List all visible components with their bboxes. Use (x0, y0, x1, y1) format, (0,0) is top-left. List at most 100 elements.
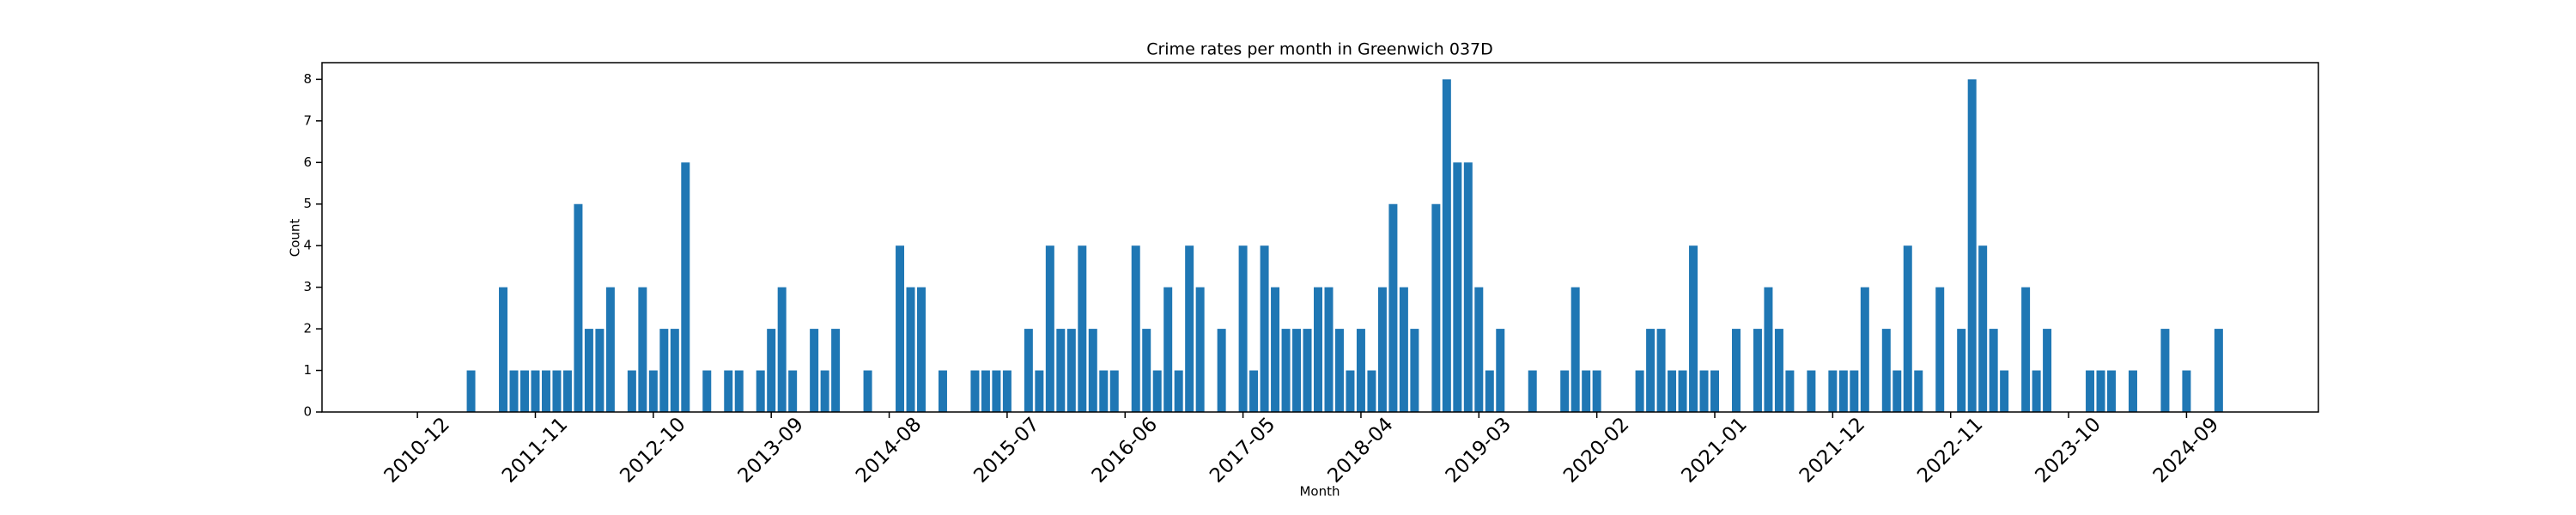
bar (1838, 370, 1848, 412)
bar (777, 287, 787, 412)
x-tick-label: 2019-03 (1442, 413, 1516, 487)
bar (702, 370, 712, 412)
y-tick-label: 2 (303, 321, 312, 336)
y-tick-label: 7 (303, 112, 312, 128)
bar (1163, 287, 1173, 412)
bar (552, 370, 562, 412)
bar (2214, 329, 2223, 412)
plot-frame (321, 62, 2319, 413)
x-tick-label: 2015-07 (969, 413, 1043, 487)
bar (627, 370, 636, 412)
bar (2128, 370, 2137, 412)
bar (595, 329, 605, 412)
y-tick-label: 1 (303, 362, 312, 378)
bar (2182, 370, 2191, 412)
bar (1099, 370, 1109, 412)
bar (820, 370, 829, 412)
bar (938, 370, 947, 412)
bar (734, 370, 744, 412)
bar (1142, 329, 1151, 412)
bar (1109, 370, 1119, 412)
x-tick-label: 2010-12 (380, 413, 454, 487)
y-tick-label: 3 (303, 279, 312, 294)
bar (509, 370, 519, 412)
bar (810, 329, 819, 412)
x-tick-label: 2017-05 (1206, 413, 1279, 487)
bar (1860, 287, 1869, 412)
x-tick-label: 2024-09 (2149, 413, 2223, 487)
bar (1334, 329, 1344, 412)
x-tick-label: 2013-09 (734, 413, 808, 487)
y-tick-label: 5 (303, 196, 312, 211)
bar (1571, 287, 1580, 412)
bar (1967, 79, 1977, 412)
bar (1560, 370, 1570, 412)
bar (2096, 370, 2105, 412)
bar (1367, 370, 1376, 412)
bar (1442, 79, 1451, 412)
bar (2043, 329, 2052, 412)
bar (1646, 329, 1656, 412)
bar (1066, 329, 1076, 412)
bar (1281, 329, 1291, 412)
bar (2160, 329, 2170, 412)
x-tick-label: 2016-06 (1088, 413, 1162, 487)
bar (1271, 287, 1280, 412)
x-tick-label: 2018-04 (1323, 413, 1397, 487)
bar (1303, 329, 1312, 412)
bar (562, 370, 572, 412)
bar (1195, 287, 1205, 412)
bar (1453, 162, 1462, 413)
bar (605, 287, 615, 412)
bar (1485, 370, 1494, 412)
bar (1388, 203, 1398, 412)
bar (2086, 370, 2095, 412)
bar (1174, 370, 1183, 412)
bar (670, 329, 679, 412)
bar (531, 370, 540, 412)
x-tick-label: 2021-12 (1795, 413, 1869, 487)
bar (1731, 329, 1741, 412)
bar (648, 370, 658, 412)
bar (1131, 245, 1140, 412)
bar (1314, 287, 1322, 412)
bar (1356, 329, 1365, 412)
bar (1078, 245, 1087, 412)
bar (1850, 370, 1859, 412)
bar (1238, 245, 1248, 412)
bar (917, 287, 926, 412)
bar (1699, 370, 1709, 412)
bar (896, 245, 905, 412)
bar (863, 370, 872, 412)
bar (2000, 370, 2009, 412)
bar (1881, 329, 1891, 412)
x-axis-label: Month (1299, 484, 1340, 500)
bar (1035, 370, 1044, 412)
y-axis-label: Count (288, 219, 303, 258)
bar (981, 370, 990, 412)
bar (906, 287, 915, 412)
x-tick-label: 2014-08 (852, 413, 926, 487)
bar (574, 203, 583, 412)
bar (659, 329, 669, 412)
y-tick-label: 8 (303, 71, 312, 87)
bar (1978, 245, 1988, 412)
bar (1002, 370, 1012, 412)
bar (992, 370, 1001, 412)
bar (1774, 329, 1783, 412)
bar (1764, 287, 1773, 412)
bar (1152, 370, 1162, 412)
bar (1431, 203, 1441, 412)
bar (2107, 370, 2117, 412)
bar (970, 370, 980, 412)
x-tick-label: 2023-10 (2032, 413, 2105, 487)
bar (1656, 329, 1666, 412)
bar (1903, 245, 1912, 412)
bar (1260, 245, 1269, 412)
bar (2032, 370, 2041, 412)
bar (1957, 329, 1966, 412)
bar (541, 370, 550, 412)
bar (1914, 370, 1923, 412)
bar (1668, 370, 1677, 412)
